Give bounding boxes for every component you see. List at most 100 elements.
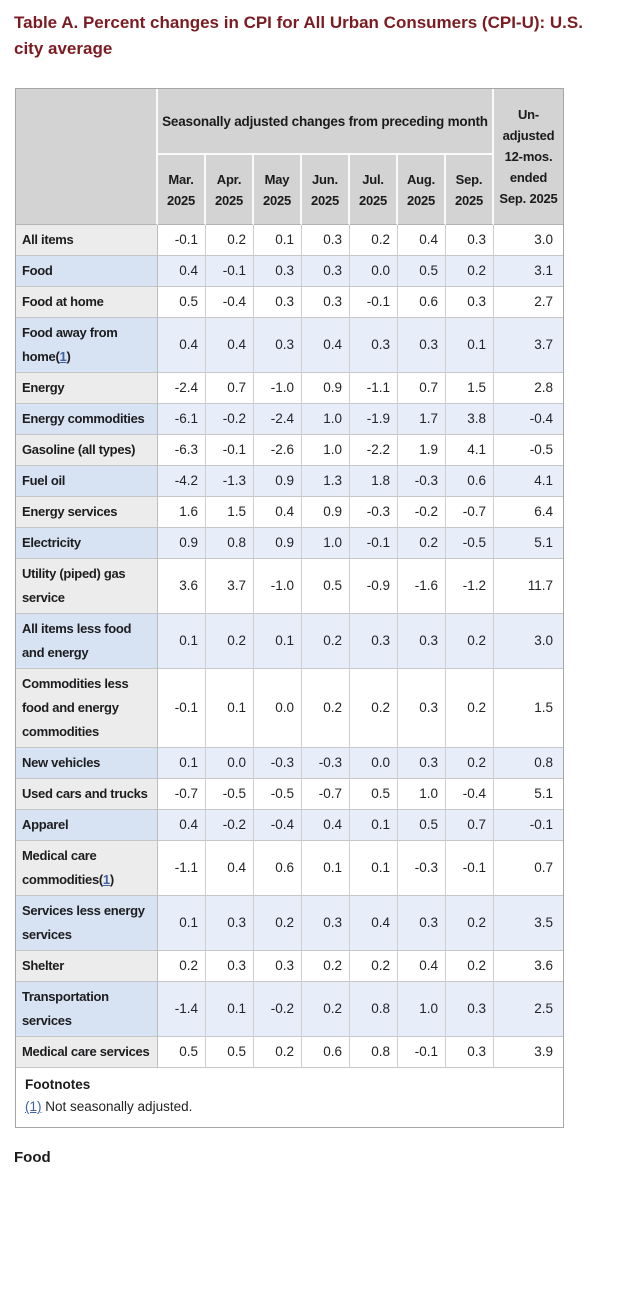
row-label: Energy <box>22 380 65 395</box>
row-label-cell: Services less energy services <box>16 896 158 951</box>
table-row: Energy -2.4 0.7 -1.0 0.9 -1.1 0.7 1.5 2.… <box>16 373 563 404</box>
value-cell-sep-2025: 0.6 <box>446 466 494 497</box>
row-label: Used cars and trucks <box>22 786 148 801</box>
value-cell-jul-2025: 0.3 <box>350 614 398 669</box>
value-cell-apr-2025: 0.4 <box>206 841 254 896</box>
value-cell-mar-2025: 0.1 <box>158 896 206 951</box>
row-label: Food away from home <box>22 325 118 364</box>
value-cell-mar-2025: 0.4 <box>158 256 206 287</box>
value-cell-jun-2025: 1.3 <box>302 466 350 497</box>
value-cell-jul-2025: 0.2 <box>350 951 398 982</box>
row-label-cell: Medical care services <box>16 1037 158 1068</box>
value-cell-apr-2025: 0.1 <box>206 669 254 748</box>
page-title-line1: Table A. Percent changes in CPI for All … <box>14 13 583 32</box>
value-cell-jun-2025: 0.4 <box>302 318 350 373</box>
table-row: Transportation services -1.4 0.1 -0.2 0.… <box>16 982 563 1037</box>
value-cell-mar-2025: 0.1 <box>158 614 206 669</box>
value-cell-apr-2025: 0.5 <box>206 1037 254 1068</box>
value-cell-apr-2025: -0.5 <box>206 779 254 810</box>
value-cell-sep-2025: 0.2 <box>446 748 494 779</box>
value-cell-apr-2025: 0.7 <box>206 373 254 404</box>
value-cell-may-2025: 0.3 <box>254 256 302 287</box>
cpi-table: Seasonally adjusted changes from precedi… <box>15 88 564 1128</box>
value-cell-aug-2025: -0.3 <box>398 466 446 497</box>
value-cell-apr-2025: 0.3 <box>206 896 254 951</box>
value-cell-jul-2025: 0.8 <box>350 1037 398 1068</box>
value-cell-jun-2025: 0.6 <box>302 1037 350 1068</box>
row-label-cell: Commodities less food and energy commodi… <box>16 669 158 748</box>
row-label: Apparel <box>22 817 69 832</box>
value-cell-may-2025: -1.0 <box>254 373 302 404</box>
header-row-months: Mar. 2025 Apr. 2025 May 2025 Jun. 2025 J… <box>16 155 563 225</box>
value-cell-mar-2025: -4.2 <box>158 466 206 497</box>
footnotes-heading: Footnotes <box>25 1077 91 1092</box>
value-cell-may-2025: -0.3 <box>254 748 302 779</box>
seasonally-adjusted-group-header: Seasonally adjusted changes from precedi… <box>158 89 494 155</box>
value-cell-aug-2025: 0.2 <box>398 528 446 559</box>
row-label: Energy commodities <box>22 411 145 426</box>
value-cell-may-2025: -1.0 <box>254 559 302 614</box>
value-cell-aug-2025: -0.1 <box>398 1037 446 1068</box>
value-cell-jul-2025: 0.2 <box>350 225 398 256</box>
value-cell-12mo-unadjusted: 3.0 <box>494 614 563 669</box>
value-cell-may-2025: 0.2 <box>254 1037 302 1068</box>
value-cell-sep-2025: 4.1 <box>446 435 494 466</box>
row-label-cell: Food <box>16 256 158 287</box>
value-cell-apr-2025: -0.2 <box>206 810 254 841</box>
table-row: New vehicles 0.1 0.0 -0.3 -0.3 0.0 0.3 0… <box>16 748 563 779</box>
value-cell-mar-2025: -0.1 <box>158 669 206 748</box>
corner-header-cell <box>16 89 158 225</box>
row-label-cell: Shelter <box>16 951 158 982</box>
value-cell-jun-2025: 0.2 <box>302 982 350 1037</box>
value-cell-aug-2025: -0.3 <box>398 841 446 896</box>
value-cell-12mo-unadjusted: 0.7 <box>494 841 563 896</box>
value-cell-sep-2025: 0.2 <box>446 896 494 951</box>
value-cell-12mo-unadjusted: 5.1 <box>494 779 563 810</box>
table-header: Seasonally adjusted changes from precedi… <box>16 89 563 225</box>
value-cell-jul-2025: 0.5 <box>350 779 398 810</box>
value-cell-aug-2025: 1.9 <box>398 435 446 466</box>
footnote-ref-link[interactable]: 1 <box>59 349 67 364</box>
value-cell-mar-2025: 0.5 <box>158 287 206 318</box>
value-cell-aug-2025: 0.5 <box>398 256 446 287</box>
value-cell-jul-2025: 0.0 <box>350 748 398 779</box>
value-cell-apr-2025: 3.7 <box>206 559 254 614</box>
table-row: Shelter 0.2 0.3 0.3 0.2 0.2 0.4 0.2 3.6 <box>16 951 563 982</box>
table-row: Energy services 1.6 1.5 0.4 0.9 -0.3 -0.… <box>16 497 563 528</box>
value-cell-mar-2025: 0.4 <box>158 318 206 373</box>
value-cell-12mo-unadjusted: -0.5 <box>494 435 563 466</box>
value-cell-jul-2025: 0.0 <box>350 256 398 287</box>
footnote-1-link[interactable]: (1) <box>25 1099 42 1114</box>
value-cell-mar-2025: -2.4 <box>158 373 206 404</box>
value-cell-aug-2025: 0.4 <box>398 225 446 256</box>
value-cell-may-2025: 0.1 <box>254 614 302 669</box>
value-cell-sep-2025: -0.7 <box>446 497 494 528</box>
row-label: All items less food and energy <box>22 621 132 660</box>
row-label-cell: Energy <box>16 373 158 404</box>
value-cell-may-2025: 0.3 <box>254 951 302 982</box>
value-cell-sep-2025: 0.3 <box>446 982 494 1037</box>
value-cell-sep-2025: 0.3 <box>446 225 494 256</box>
page-title: Table A. Percent changes in CPI for All … <box>14 10 640 62</box>
value-cell-jun-2025: 0.2 <box>302 614 350 669</box>
table-row: Medical care services 0.5 0.5 0.2 0.6 0.… <box>16 1037 563 1068</box>
value-cell-mar-2025: -0.1 <box>158 225 206 256</box>
value-cell-sep-2025: 1.5 <box>446 373 494 404</box>
footnotes-cell: Footnotes (1) Not seasonally adjusted. <box>16 1068 563 1127</box>
value-cell-jun-2025: -0.3 <box>302 748 350 779</box>
month-header-may-2025: May 2025 <box>254 155 302 225</box>
row-label: Commodities less food and energy commodi… <box>22 676 129 739</box>
page-title-line2: city average <box>14 39 113 58</box>
row-label-cell: Transportation services <box>16 982 158 1037</box>
value-cell-sep-2025: 0.1 <box>446 318 494 373</box>
row-label: Fuel oil <box>22 473 66 488</box>
value-cell-sep-2025: 3.8 <box>446 404 494 435</box>
value-cell-jun-2025: 0.1 <box>302 841 350 896</box>
row-label-cell: Energy commodities <box>16 404 158 435</box>
value-cell-may-2025: -2.4 <box>254 404 302 435</box>
value-cell-may-2025: 0.6 <box>254 841 302 896</box>
value-cell-aug-2025: 0.3 <box>398 896 446 951</box>
row-label: Medical care commodities <box>22 848 99 887</box>
footnote-ref-link[interactable]: 1 <box>102 872 110 887</box>
next-section-heading: Food <box>14 1149 51 1166</box>
